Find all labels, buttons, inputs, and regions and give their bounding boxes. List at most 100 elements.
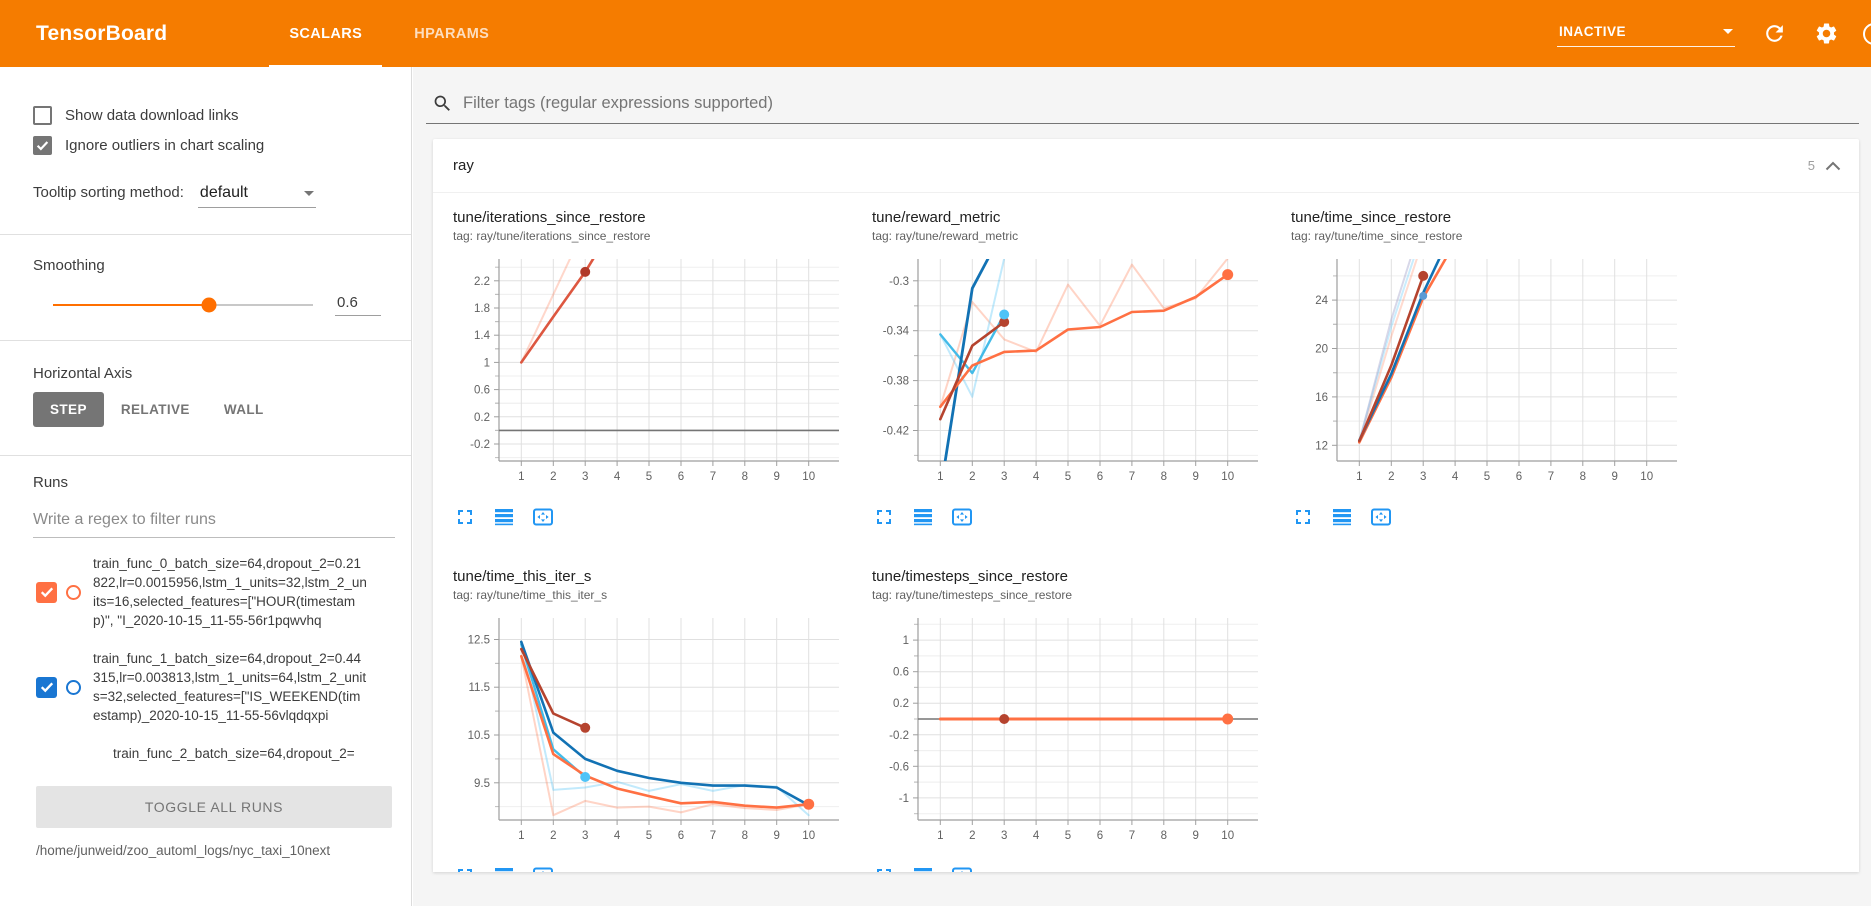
settings-sidebar: Show data download links Ignore outliers…: [0, 67, 412, 906]
svg-text:3: 3: [1001, 471, 1007, 483]
run-row[interactable]: train_func_2_batch_size=64,dropout_2=: [33, 734, 395, 772]
chart-toolbar: [872, 505, 1291, 534]
ray-section-card: ray 5 tune/iterations_since_restore tag: …: [433, 139, 1859, 872]
chart-tag: tag: ray/tune/time_this_iter_s: [453, 588, 608, 602]
tooltip-sorting-label: Tooltip sorting method:: [33, 184, 184, 201]
fit-domain-icon[interactable]: [950, 864, 974, 872]
svg-text:1: 1: [518, 471, 524, 483]
chart-card: tune/iterations_since_restore tag: ray/tu…: [453, 209, 872, 534]
svg-text:10.5: 10.5: [468, 730, 490, 742]
expand-chart-icon[interactable]: [453, 505, 477, 534]
svg-text:12: 12: [1315, 440, 1328, 452]
log-scale-lines-icon[interactable]: [911, 864, 935, 872]
runs-filter-input[interactable]: [33, 505, 395, 538]
axis-relative-button[interactable]: RELATIVE: [120, 402, 190, 417]
chart-plot: -0.2 0.2 0.6 1 1.4 1.8 2.2 1 2 3 4 5 6 7 8 9 10: [470, 259, 839, 483]
charts-grid: tune/iterations_since_restore tag: ray/tu…: [433, 193, 1859, 872]
log-scale-lines-icon[interactable]: [911, 505, 935, 534]
chevron-down-icon: [303, 190, 314, 196]
tooltip-sorting-dropdown[interactable]: default: [197, 182, 316, 208]
svg-text:2: 2: [969, 471, 975, 483]
svg-text:7: 7: [710, 830, 716, 842]
app-title: TensorBoard: [36, 21, 168, 45]
svg-text:1: 1: [484, 357, 490, 369]
app-header: TensorBoard SCALARS HPARAMS INACTIVE: [0, 0, 1871, 67]
svg-text:5: 5: [1484, 471, 1490, 483]
svg-text:9: 9: [773, 830, 779, 842]
svg-text:4: 4: [614, 830, 621, 842]
chart-tag: tag: ray/tune/timesteps_since_restore: [872, 588, 1073, 602]
expand-chart-icon[interactable]: [453, 864, 477, 872]
log-scale-lines-icon[interactable]: [1330, 505, 1354, 534]
svg-text:2.2: 2.2: [474, 276, 490, 288]
svg-text:2: 2: [969, 830, 975, 842]
svg-text:4: 4: [1452, 471, 1459, 483]
main-content: ray 5 tune/iterations_since_restore tag: …: [413, 67, 1871, 906]
svg-text:1.8: 1.8: [474, 303, 490, 315]
svg-text:-0.34: -0.34: [883, 326, 910, 338]
runs-list: train_func_0_batch_size=64,dropout_2=0.2…: [33, 544, 395, 794]
expand-chart-icon[interactable]: [1291, 505, 1315, 534]
run-row[interactable]: train_func_0_batch_size=64,dropout_2=0.2…: [33, 544, 395, 639]
svg-text:2: 2: [1388, 471, 1394, 483]
svg-text:0.2: 0.2: [474, 412, 490, 424]
refresh-icon[interactable]: [1761, 21, 1787, 47]
fit-domain-icon[interactable]: [531, 505, 555, 534]
divider: [0, 234, 411, 235]
checkbox-checked-icon[interactable]: [33, 135, 52, 155]
svg-text:-0.38: -0.38: [883, 376, 909, 388]
run-row[interactable]: train_func_1_batch_size=64,dropout_2=0.4…: [33, 639, 395, 734]
toggle-all-runs-button[interactable]: TOGGLE ALL RUNS: [36, 786, 392, 828]
ignore-outliers-checkbox-row[interactable]: Ignore outliers in chart scaling: [33, 130, 381, 160]
svg-text:7: 7: [1129, 471, 1135, 483]
svg-text:10: 10: [1221, 471, 1234, 483]
tab-hparams[interactable]: HPARAMS: [414, 25, 490, 42]
run-name: train_func_1_batch_size=64,dropout_2=0.4…: [93, 651, 367, 723]
smoothing-value[interactable]: 0.6: [335, 294, 381, 316]
svg-text:1.4: 1.4: [474, 330, 491, 342]
svg-text:5: 5: [646, 471, 652, 483]
status-dropdown[interactable]: INACTIVE: [1557, 20, 1735, 47]
expand-chart-icon[interactable]: [872, 505, 896, 534]
run-checkbox-icon[interactable]: [36, 581, 57, 603]
tab-scalars[interactable]: SCALARS: [263, 0, 388, 67]
checkbox-label: Show data download links: [65, 106, 239, 124]
svg-text:10: 10: [802, 471, 815, 483]
slider-thumb[interactable]: [201, 297, 217, 313]
svg-text:6: 6: [678, 471, 684, 483]
expand-chart-icon[interactable]: [872, 864, 896, 872]
svg-text:2: 2: [550, 471, 556, 483]
chevron-down-icon: [1723, 29, 1733, 34]
svg-text:7: 7: [1548, 471, 1554, 483]
smoothing-slider[interactable]: [53, 297, 313, 313]
chart-tag: tag: ray/tune/reward_metric: [872, 229, 1019, 243]
run-isolate-circle[interactable]: [66, 679, 81, 695]
run-isolate-circle[interactable]: [66, 584, 81, 600]
ray-section-header[interactable]: ray 5: [433, 139, 1859, 193]
tag-filter-input[interactable]: [463, 94, 1855, 113]
chart-tag: tag: ray/tune/time_since_restore: [1291, 229, 1463, 243]
axis-step-button[interactable]: STEP: [33, 392, 104, 427]
help-icon[interactable]: [1863, 22, 1871, 45]
svg-text:1: 1: [937, 830, 943, 842]
svg-text:6: 6: [678, 830, 684, 842]
chevron-up-icon[interactable]: [1825, 161, 1841, 171]
chart-card: tune/time_this_iter_s tag: ray/tune/time_…: [453, 568, 872, 872]
tag-filter-bar: [426, 93, 1859, 124]
log-scale-lines-icon[interactable]: [492, 505, 516, 534]
settings-gear-icon[interactable]: [1813, 21, 1839, 47]
divider: [0, 340, 411, 341]
fit-domain-icon[interactable]: [531, 864, 555, 872]
chart-title: tune/time_this_iter_s: [453, 568, 592, 585]
show-download-links-checkbox-row[interactable]: Show data download links: [33, 100, 381, 130]
svg-text:-0.2: -0.2: [470, 439, 490, 451]
fit-domain-icon[interactable]: [1369, 505, 1393, 534]
axis-wall-button[interactable]: WALL: [223, 402, 264, 417]
run-checkbox-icon[interactable]: [36, 676, 57, 698]
log-scale-lines-icon[interactable]: [492, 864, 516, 872]
fit-domain-icon[interactable]: [950, 505, 974, 534]
section-chart-count: 5: [1807, 158, 1815, 173]
svg-text:-0.2: -0.2: [889, 730, 909, 742]
svg-text:3: 3: [582, 830, 588, 842]
checkbox-unchecked-icon[interactable]: [33, 105, 52, 125]
